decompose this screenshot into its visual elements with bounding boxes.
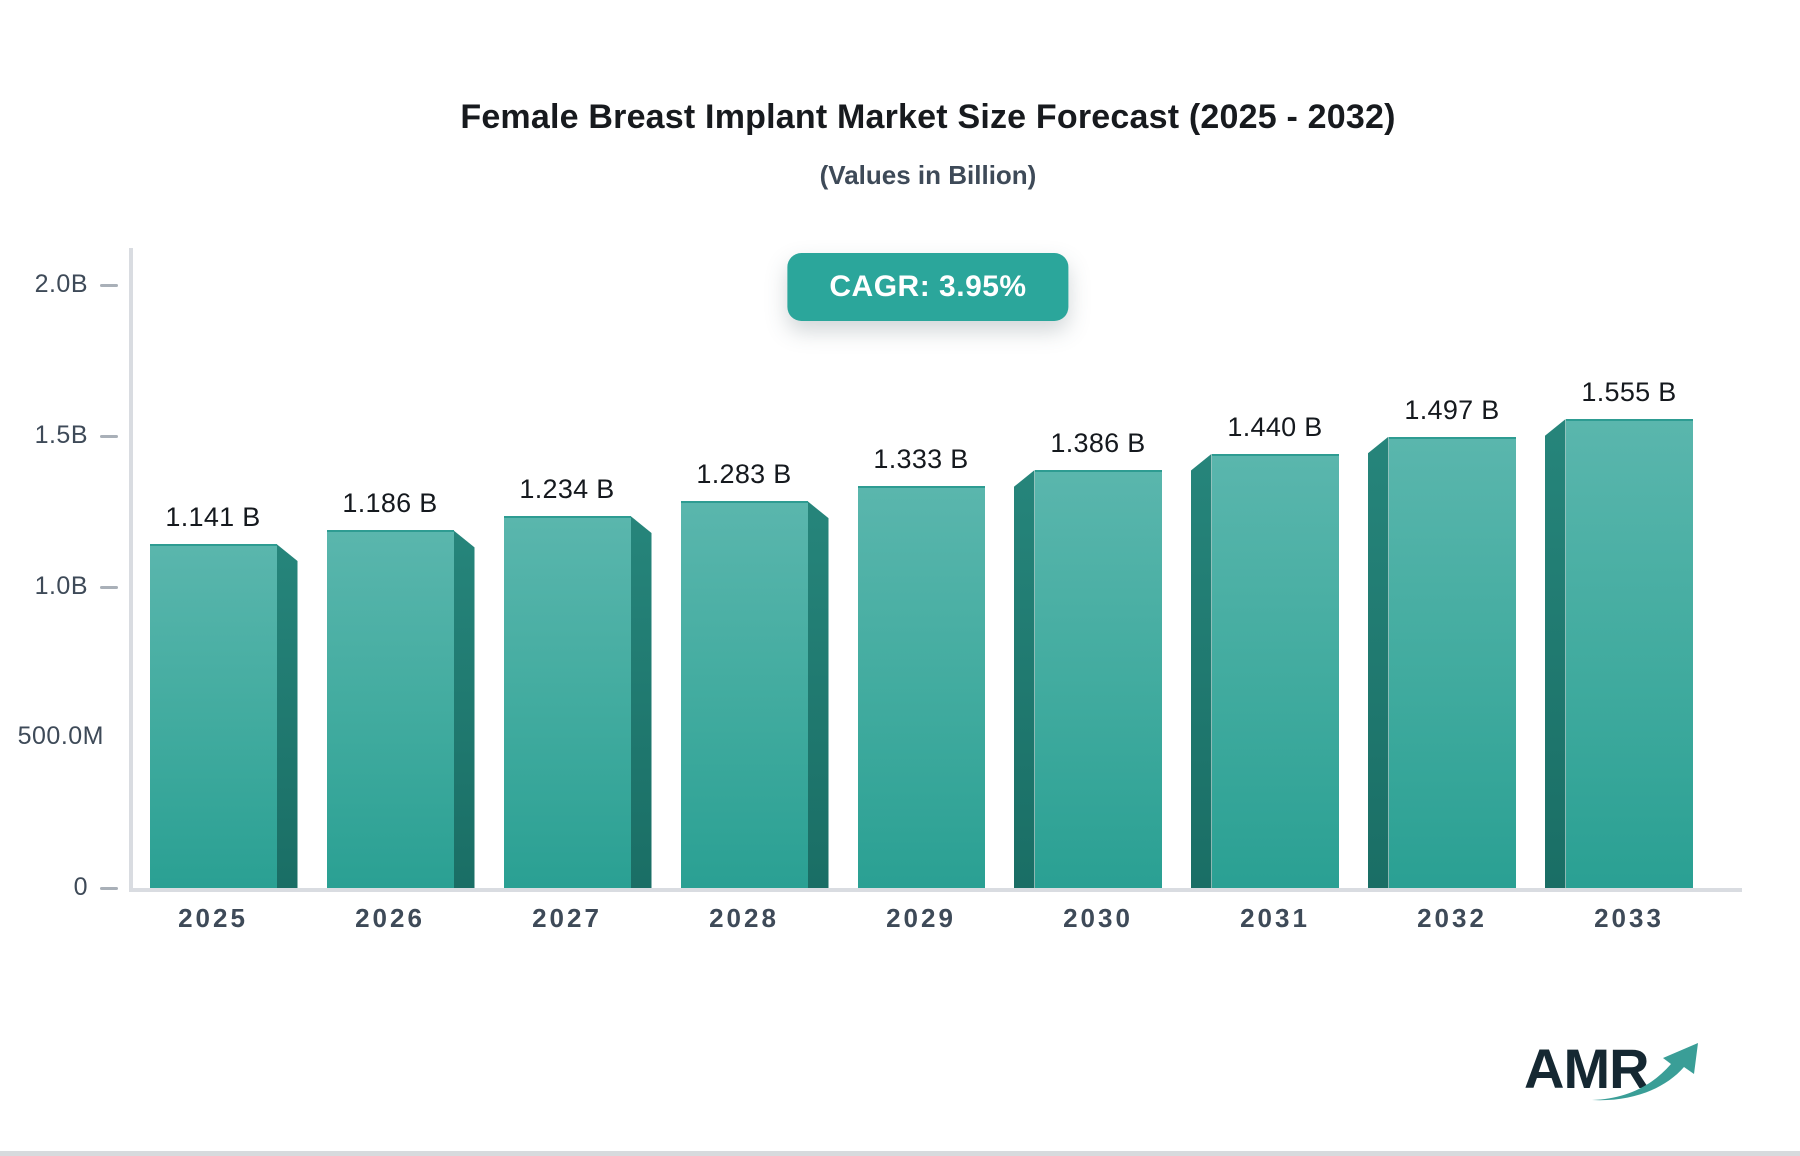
bar-side (1190, 453, 1212, 888)
bar (503, 515, 631, 888)
x-axis-year-label: 2032 (1417, 903, 1487, 933)
chart-title: Female Breast Implant Market Size Foreca… (460, 98, 1396, 136)
y-axis-tick-label: 1.0B (34, 571, 88, 600)
x-axis-year-label: 2033 (1594, 903, 1664, 933)
bar-value-label: 1.386 B (1050, 428, 1146, 459)
x-axis-year-label: 2029 (886, 903, 956, 933)
cagr-badge-label: CAGR: 3.95% (829, 270, 1027, 303)
amr-logo-text: AMR (1524, 1037, 1649, 1100)
cagr-badge: CAGR: 3.95% (787, 253, 1069, 321)
y-axis-tick-label: 2.0B (34, 270, 88, 298)
bar-value-label: 1.234 B (519, 473, 615, 504)
bar (680, 501, 808, 888)
amr-logo: AMR (1524, 1034, 1710, 1104)
x-axis-year-label: 2030 (1063, 903, 1133, 933)
bar-side (276, 543, 298, 888)
chart-subtitle: (Values in Billion) (819, 160, 1037, 190)
bar-side (1544, 419, 1566, 888)
bar (326, 530, 454, 888)
bar (1211, 453, 1339, 888)
bottom-border (0, 1151, 1800, 1156)
y-axis-tick-label: 0 (73, 873, 88, 901)
bar-value-label: 1.440 B (1227, 411, 1323, 442)
bar-value-label: 1.555 B (1581, 377, 1677, 408)
x-axis-year-label: 2027 (532, 903, 602, 933)
bar-side (630, 515, 652, 888)
bar (149, 543, 277, 888)
y-axis-tick-dash (100, 887, 118, 890)
x-axis-year-label: 2031 (1240, 903, 1310, 933)
growth-arrow-icon (1592, 1043, 1698, 1101)
bar-side (1367, 436, 1389, 888)
amr-logo-graphic: AMR (1524, 1037, 1698, 1101)
bar-value-label: 1.186 B (342, 488, 438, 519)
bar-side (807, 501, 829, 888)
y-axis-tick-dash (100, 434, 118, 438)
bar-value-label: 1.497 B (1404, 394, 1500, 425)
bar-value-label: 1.141 B (165, 501, 261, 532)
x-axis-year-label: 2026 (355, 903, 425, 933)
y-axis-tick-label: 500.0M (17, 722, 104, 751)
y-axis-tick-dash (100, 284, 118, 287)
bar-side (1013, 470, 1035, 888)
x-axis-year-label: 2028 (709, 903, 779, 933)
bar (1034, 470, 1162, 888)
x-axis-line (129, 888, 1742, 892)
y-axis-tick-label: 1.5B (34, 420, 88, 449)
y-axis-tick-dash (100, 585, 118, 589)
bar (1388, 436, 1516, 888)
y-axis-line (129, 248, 133, 892)
x-axis-year-label: 2025 (178, 903, 248, 933)
bar (857, 486, 985, 888)
bar-value-label: 1.333 B (873, 444, 969, 475)
bar (1565, 419, 1693, 888)
bar-value-label: 1.283 B (696, 459, 792, 490)
bar-side (453, 530, 475, 888)
